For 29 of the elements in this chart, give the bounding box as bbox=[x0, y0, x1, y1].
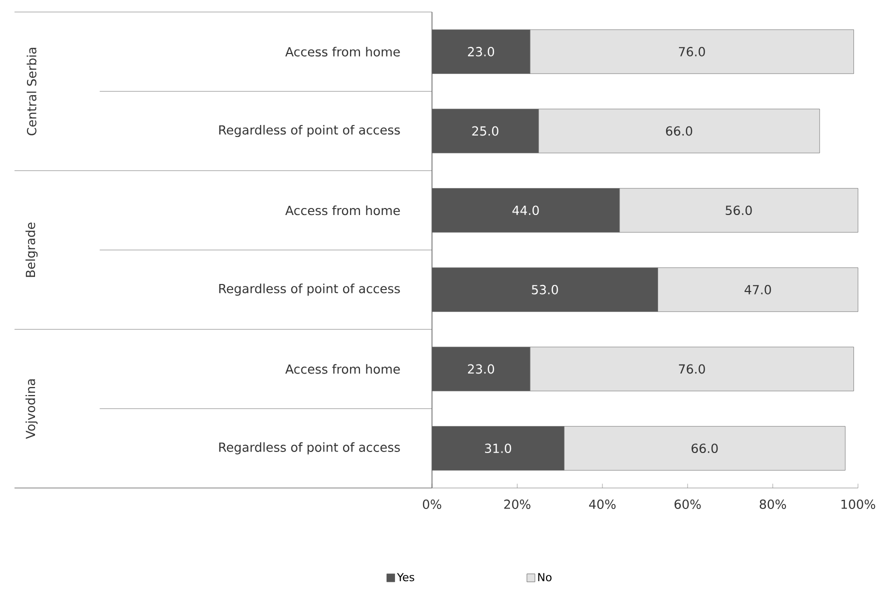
x-tick-label: 100% bbox=[842, 500, 876, 509]
text: Belgrade bbox=[26, 222, 38, 277]
text: Central Serbia bbox=[26, 48, 36, 136]
y-tick-label: Access from home bbox=[285, 364, 400, 374]
x-tick-label: 40% bbox=[589, 500, 616, 509]
y-tick-label: Regardless of point of access bbox=[219, 442, 400, 454]
y-tick-label: Access from home bbox=[285, 46, 400, 56]
data-label: 53.0 bbox=[532, 284, 558, 294]
x-tick-label: 80% bbox=[760, 500, 786, 509]
data-label: 47.0 bbox=[744, 284, 771, 294]
x-tick-label: 0% bbox=[422, 500, 442, 509]
data-label: 23.0 bbox=[468, 46, 494, 56]
data-label: 25.0 bbox=[472, 126, 498, 136]
data-label: 31.0 bbox=[485, 444, 512, 454]
text: Vojvodina bbox=[26, 379, 38, 439]
y-tick-label: Regardless of point of access bbox=[219, 124, 400, 138]
legend-label: Yes bbox=[396, 573, 414, 582]
y-tick-label: Access from home bbox=[285, 205, 400, 216]
data-label: 66.0 bbox=[666, 126, 692, 136]
x-tick-label: 20% bbox=[504, 500, 530, 509]
legend-label: No bbox=[538, 573, 552, 582]
data-label: 23.0 bbox=[468, 364, 494, 374]
x-tick-label: 60% bbox=[674, 500, 701, 509]
data-label: 66.0 bbox=[692, 444, 718, 454]
data-label: 76.0 bbox=[678, 364, 705, 374]
data-label: 56.0 bbox=[726, 206, 752, 216]
data-label: 76.0 bbox=[678, 46, 705, 56]
data-label: 44.0 bbox=[512, 206, 539, 216]
y-tick-label: Regardless of point of access bbox=[219, 284, 400, 296]
